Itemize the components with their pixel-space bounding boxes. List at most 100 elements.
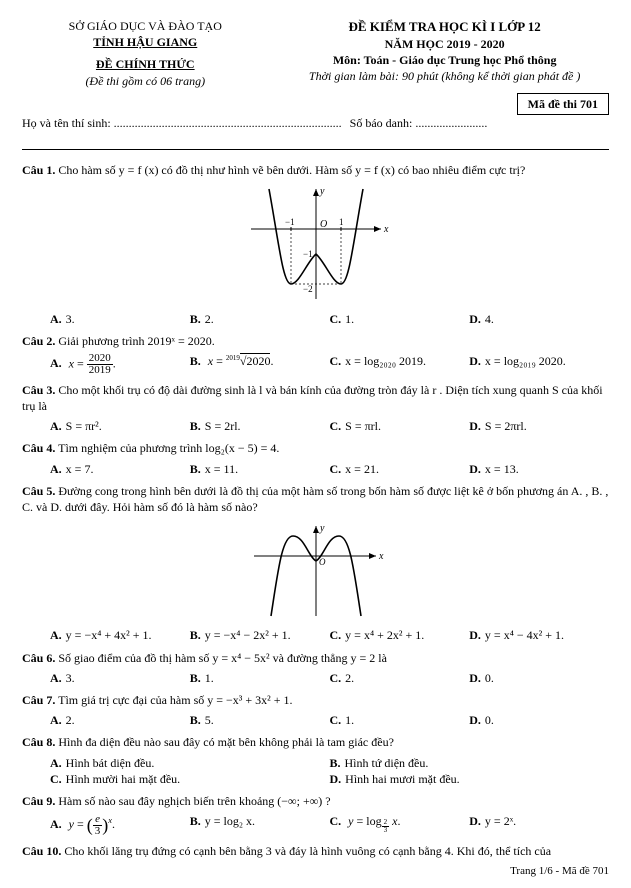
q3-text: Cho một khối trụ có độ dài đường sinh là… xyxy=(22,383,603,413)
svg-text:−1: −1 xyxy=(303,249,313,259)
q3-D: S = 2πrl. xyxy=(485,419,527,433)
q1-B: 2. xyxy=(205,312,214,326)
pages-note: (Đề thi gồm có 06 trang) xyxy=(22,73,269,89)
q7-label: Câu 7. xyxy=(22,693,55,707)
q7-D: 0. xyxy=(485,713,494,727)
q9-D: y = 2ˣ. xyxy=(485,814,516,828)
q8-A: Hình bát diện đều. xyxy=(66,756,155,770)
q7-options: A.2. B.5. C.1. D.0. xyxy=(50,712,609,728)
q6-options: A.3. B.1. C.2. D.0. xyxy=(50,670,609,686)
q6: Câu 6. Số giao điểm của đồ thị hàm số y … xyxy=(22,650,609,666)
q3-label: Câu 3. xyxy=(22,383,55,397)
q8-D: Hình hai mươi mặt đều. xyxy=(345,772,460,786)
exam-year: NĂM HỌC 2019 - 2020 xyxy=(280,36,609,52)
svg-text:O: O xyxy=(320,219,327,230)
q9-C: C. y = log23 x. xyxy=(330,813,470,837)
svg-text:1: 1 xyxy=(339,217,344,227)
q4-options: A.x = 7. B.x = 11. C.x = 21. D.x = 13. xyxy=(50,461,609,477)
svg-text:−2: −2 xyxy=(303,284,313,294)
q1-D-l: D. xyxy=(469,312,481,326)
q1: Câu 1. Cho hàm số y = f (x) có đồ thị nh… xyxy=(22,162,609,178)
q5-D: y = x⁴ − 4x² + 1. xyxy=(485,628,564,642)
q4-text: Tìm nghiệm của phương trình log₂(x − 5) … xyxy=(58,441,279,455)
q1-C: 1. xyxy=(345,312,354,326)
q2: Câu 2. Giải phương trình 2019ˣ = 2020. xyxy=(22,333,609,349)
q1-chart: x y O −1 1 −1 −2 xyxy=(22,184,609,308)
svg-text:O: O xyxy=(319,557,326,567)
q3-options: A.S = πr². B.S = 2rl. C.S = πrl. D.S = 2… xyxy=(50,418,609,434)
ident-row: Họ và tên thí sinh: ....................… xyxy=(22,115,609,131)
svg-text:−1: −1 xyxy=(285,217,295,227)
svg-text:y: y xyxy=(319,523,325,534)
q7-B: 5. xyxy=(205,713,214,727)
q6-C: 2. xyxy=(345,671,354,685)
q1-label: Câu 1. xyxy=(22,163,55,177)
exam-title: ĐỀ KIỂM TRA HỌC KÌ I LỚP 12 xyxy=(280,18,609,36)
q4-C: x = 21. xyxy=(345,462,379,476)
header: SỞ GIÁO DỤC VÀ ĐÀO TẠO TỈNH HẬU GIANG ĐỀ… xyxy=(22,18,609,89)
q1-A-l: A. xyxy=(50,312,62,326)
q2-text: Giải phương trình 2019ˣ = 2020. xyxy=(58,334,214,348)
q8-text: Hình đa diện đều nào sau đây có mặt bên … xyxy=(58,735,394,749)
q3-B: S = 2rl. xyxy=(205,419,241,433)
q5-A: y = −x⁴ + 4x² + 1. xyxy=(66,628,152,642)
q5-options: A.y = −x⁴ + 4x² + 1. B.y = −x⁴ − 2x² + 1… xyxy=(50,627,609,643)
q6-label: Câu 6. xyxy=(22,651,55,665)
q1-text: Cho hàm số y = f (x) có đồ thị như hình … xyxy=(58,163,525,177)
q2-label: Câu 2. xyxy=(22,334,55,348)
q1-graph: x y O −1 1 −1 −2 xyxy=(241,184,391,304)
q7-A: 2. xyxy=(66,713,75,727)
q5-label: Câu 5. xyxy=(22,484,55,498)
q9-B: y = log₂ x. xyxy=(205,814,255,828)
header-left: SỞ GIÁO DỤC VÀ ĐÀO TẠO TỈNH HẬU GIANG ĐỀ… xyxy=(22,18,269,89)
svg-text:x: x xyxy=(383,224,389,235)
divider xyxy=(22,149,609,150)
q6-B: 1. xyxy=(205,671,214,685)
q6-A: 3. xyxy=(66,671,75,685)
q5-C: y = x⁴ + 2x² + 1. xyxy=(345,628,424,642)
sbd-label: Số báo danh: ........................ xyxy=(350,115,488,131)
q2-D: D.x = log₂₀₁₉ 2020. xyxy=(469,353,609,376)
subject: Môn: Toán - Giáo dục Trung học Phổ thông xyxy=(280,52,609,68)
q1-A: 3. xyxy=(66,312,75,326)
q5: Câu 5. Đường cong trong hình bên dưới là… xyxy=(22,483,609,515)
q1-D: 4. xyxy=(485,312,494,326)
q6-D: 0. xyxy=(485,671,494,685)
q2-C: C.x = log₂₀₂₀ 2019. xyxy=(330,353,470,376)
q6-text: Số giao điểm của đồ thị hàm số y = x⁴ − … xyxy=(58,651,387,665)
org-line1: SỞ GIÁO DỤC VÀ ĐÀO TẠO xyxy=(22,18,269,34)
q3-C: S = πrl. xyxy=(345,419,381,433)
q8: Câu 8. Hình đa diện đều nào sau đây có m… xyxy=(22,734,609,750)
q9-label: Câu 9. xyxy=(22,794,55,808)
q4-label: Câu 4. xyxy=(22,441,55,455)
q7: Câu 7. Tìm giá trị cực đại của hàm số y … xyxy=(22,692,609,708)
q1-options: A.3. B.2. C.1. D.4. xyxy=(50,311,609,327)
page-footer: Trang 1/6 - Mã đề 701 xyxy=(22,864,609,879)
q10-label: Câu 10. xyxy=(22,844,61,858)
q8-options: A.Hình bát diện đều. B.Hình tứ diện đều.… xyxy=(50,755,609,787)
q8-B: Hình tứ diện đều. xyxy=(345,756,429,770)
q10-text: Cho khối lăng trụ đứng có cạnh bên bằng … xyxy=(64,844,551,858)
q1-B-l: B. xyxy=(190,312,201,326)
q5-text: Đường cong trong hình bên dưới là đồ thị… xyxy=(22,484,608,514)
q4-A: x = 7. xyxy=(66,462,94,476)
q9-A: A. y = (e3)x. xyxy=(50,813,190,837)
q8-label: Câu 8. xyxy=(22,735,55,749)
q8-C: Hình mười hai mặt đều. xyxy=(66,772,181,786)
svg-text:x: x xyxy=(378,551,384,562)
svg-text:y: y xyxy=(319,186,325,197)
q4-B: x = 11. xyxy=(205,462,238,476)
q3: Câu 3. Cho một khối trụ có độ dài đường … xyxy=(22,382,609,414)
org-line2: TỈNH HẬU GIANG xyxy=(22,34,269,50)
name-label: Họ và tên thí sinh: ....................… xyxy=(22,115,342,131)
q2-options: A. x = 20202019. B. x = 2019√2020. C.x =… xyxy=(50,353,609,376)
q7-text: Tìm giá trị cực đại của hàm số y = −x³ +… xyxy=(58,693,292,707)
q5-B: y = −x⁴ − 2x² + 1. xyxy=(205,628,291,642)
header-right: ĐỀ KIỂM TRA HỌC KÌ I LỚP 12 NĂM HỌC 2019… xyxy=(280,18,609,89)
q4: Câu 4. Tìm nghiệm của phương trình log₂(… xyxy=(22,440,609,456)
q9-text: Hàm số nào sau đây nghịch biến trên khoả… xyxy=(58,794,330,808)
q9-options: A. y = (e3)x. B.y = log₂ x. C. y = log23… xyxy=(50,813,609,837)
q2-A: A. x = 20202019. xyxy=(50,353,190,376)
q5-chart: x y O xyxy=(22,521,609,625)
q3-A: S = πr². xyxy=(66,419,102,433)
